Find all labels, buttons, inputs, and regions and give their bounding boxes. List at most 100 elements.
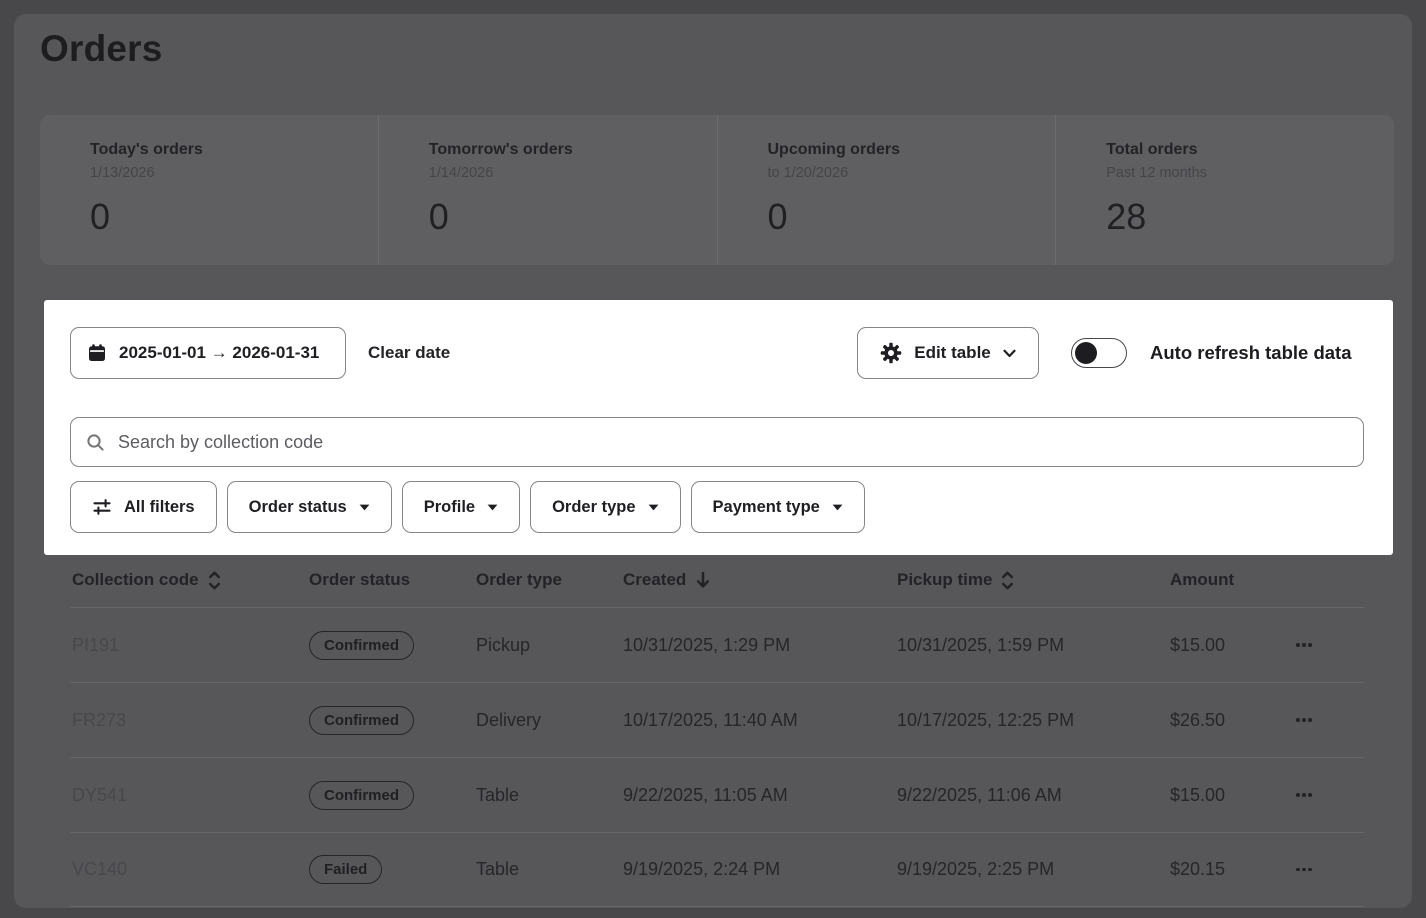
cell-collection-code: FR273 <box>72 709 127 730</box>
column-label: Order type <box>476 570 562 589</box>
gear-icon <box>880 342 902 364</box>
column-label: Order status <box>309 570 411 589</box>
cell-amount: $15.00 <box>1170 784 1226 805</box>
auto-refresh-toggle[interactable] <box>1071 338 1127 368</box>
filter-label: Order status <box>248 497 347 516</box>
date-range-value: 2025-01-01 → 2026-01-31 <box>119 343 320 362</box>
caret-down-icon <box>832 504 843 511</box>
cell-pickup-time: 9/19/2025, 2:25 PM <box>897 859 1055 879</box>
toggle-knob <box>1075 341 1097 364</box>
row-actions-menu-button[interactable] <box>1280 718 1364 722</box>
cell-pickup-time: 10/17/2025, 12:25 PM <box>897 709 1075 730</box>
caret-down-icon <box>487 504 498 511</box>
table-row[interactable]: DY541 Confirmed Table 9/22/2025, 11:05 A… <box>70 757 1364 832</box>
column-label: Created <box>623 570 687 589</box>
cell-collection-code: VC140 <box>72 859 128 879</box>
stat-sublabel: 1/13/2026 <box>90 165 155 181</box>
orders-table: Collection code Order status Order type <box>70 553 1364 907</box>
stat-label: Today's orders <box>90 141 203 158</box>
sort-updown-icon <box>1001 571 1014 590</box>
cell-order-status: Confirmed <box>307 780 474 810</box>
cell-order-type: Table <box>476 859 520 879</box>
caret-down-icon <box>648 504 659 511</box>
column-header-collection-code[interactable]: Collection code <box>70 570 307 590</box>
cell-pickup-time: 9/22/2025, 11:06 AM <box>897 784 1062 805</box>
column-label: Pickup time <box>897 570 993 589</box>
stat-label: Total orders <box>1106 141 1198 158</box>
cell-order-status: Confirmed <box>307 705 474 735</box>
filters-row: All filters Order status Profile Order t… <box>70 481 865 533</box>
date-range-button[interactable]: 2025-01-01 → 2026-01-31 <box>70 327 346 379</box>
filter-label: Profile <box>423 497 476 516</box>
stat-value: 0 <box>428 196 449 237</box>
stat-value: 28 <box>1106 196 1147 237</box>
cell-order-type: Table <box>476 784 520 805</box>
row-actions-menu-button[interactable] <box>1280 793 1364 797</box>
auto-refresh-control: Auto refresh table data <box>1071 327 1352 379</box>
sort-updown-icon <box>208 571 221 590</box>
column-label: Amount <box>1170 570 1235 589</box>
row-actions-menu-button[interactable] <box>1280 643 1364 647</box>
stat-upcoming-orders: Upcoming orders to 1/20/2026 0 <box>716 115 1056 265</box>
auto-refresh-label: Auto refresh table data <box>1150 342 1352 363</box>
search-input[interactable] <box>116 430 1349 454</box>
cell-order-status: Confirmed <box>307 630 474 660</box>
sort-desc-arrow-icon <box>695 571 711 589</box>
clear-date-button[interactable]: Clear date <box>368 343 451 362</box>
chevron-down-icon <box>1003 349 1016 358</box>
status-badge: Confirmed <box>309 705 414 735</box>
profile-filter[interactable]: Profile <box>401 481 521 533</box>
caret-down-icon <box>359 504 370 511</box>
stat-tomorrows-orders: Tomorrow's orders 1/14/2026 0 <box>377 115 717 265</box>
stat-sublabel: Past 12 months <box>1106 165 1207 181</box>
stat-sublabel: 1/14/2026 <box>428 165 494 181</box>
column-label: Collection code <box>72 570 199 589</box>
edit-table-button[interactable]: Edit table <box>857 327 1039 379</box>
cell-order-type: Pickup <box>476 634 531 655</box>
stat-sublabel: to 1/20/2026 <box>767 165 849 181</box>
sliders-filter-icon <box>92 497 112 517</box>
main-content-card: Orders Today's orders 1/13/2026 0 Tomorr… <box>14 14 1412 908</box>
row-actions-menu-button[interactable] <box>1280 867 1364 872</box>
table-row[interactable]: FR273 Confirmed Delivery 10/17/2025, 11:… <box>70 682 1364 757</box>
column-header-created[interactable]: Created <box>621 570 895 590</box>
table-row[interactable]: VC140 Failed Table 9/19/2025, 2:24 PM 9/… <box>70 832 1364 907</box>
search-icon <box>85 432 106 453</box>
stat-value: 0 <box>90 196 111 237</box>
order-status-filter[interactable]: Order status <box>226 481 392 533</box>
cell-amount: $15.00 <box>1170 634 1226 655</box>
order-type-filter[interactable]: Order type <box>530 481 681 533</box>
cell-created: 10/17/2025, 11:40 AM <box>623 709 798 730</box>
cell-created: 9/22/2025, 11:05 AM <box>623 784 788 805</box>
cell-created: 10/31/2025, 1:29 PM <box>623 634 791 655</box>
status-badge: Failed <box>309 855 383 884</box>
all-filters-label: All filters <box>124 497 195 516</box>
cell-order-type: Delivery <box>476 709 542 730</box>
calendar-icon <box>87 343 107 363</box>
stat-label: Tomorrow's orders <box>428 141 573 158</box>
column-header-amount: Amount <box>1168 570 1280 590</box>
table-header-row: Collection code Order status Order type <box>70 553 1364 607</box>
filter-panel: 2025-01-01 → 2026-01-31 Clear date <box>44 300 1393 555</box>
stat-label: Upcoming orders <box>767 141 900 158</box>
page-title: Orders <box>40 28 163 69</box>
table-row[interactable]: PI191 Confirmed Pickup 10/31/2025, 1:29 … <box>70 607 1364 682</box>
column-header-pickup-time[interactable]: Pickup time <box>895 570 1168 590</box>
search-box <box>70 417 1364 467</box>
edit-table-label: Edit table <box>914 343 991 362</box>
cell-order-status: Failed <box>307 855 474 884</box>
column-header-order-status: Order status <box>307 570 474 590</box>
filter-label: Payment type <box>712 497 820 516</box>
all-filters-button[interactable]: All filters <box>70 481 217 533</box>
stat-todays-orders: Today's orders 1/13/2026 0 <box>40 115 378 265</box>
payment-type-filter[interactable]: Payment type <box>690 481 865 533</box>
orders-stats-card: Today's orders 1/13/2026 0 Tomorrow's or… <box>40 115 1394 265</box>
cell-collection-code: PI191 <box>72 634 120 655</box>
filter-label: Order type <box>552 497 636 516</box>
status-badge: Confirmed <box>309 630 414 660</box>
cell-collection-code: DY541 <box>72 784 128 805</box>
cell-created: 9/19/2025, 2:24 PM <box>623 859 781 879</box>
status-badge: Confirmed <box>309 780 414 810</box>
cell-amount: $26.50 <box>1170 709 1226 730</box>
